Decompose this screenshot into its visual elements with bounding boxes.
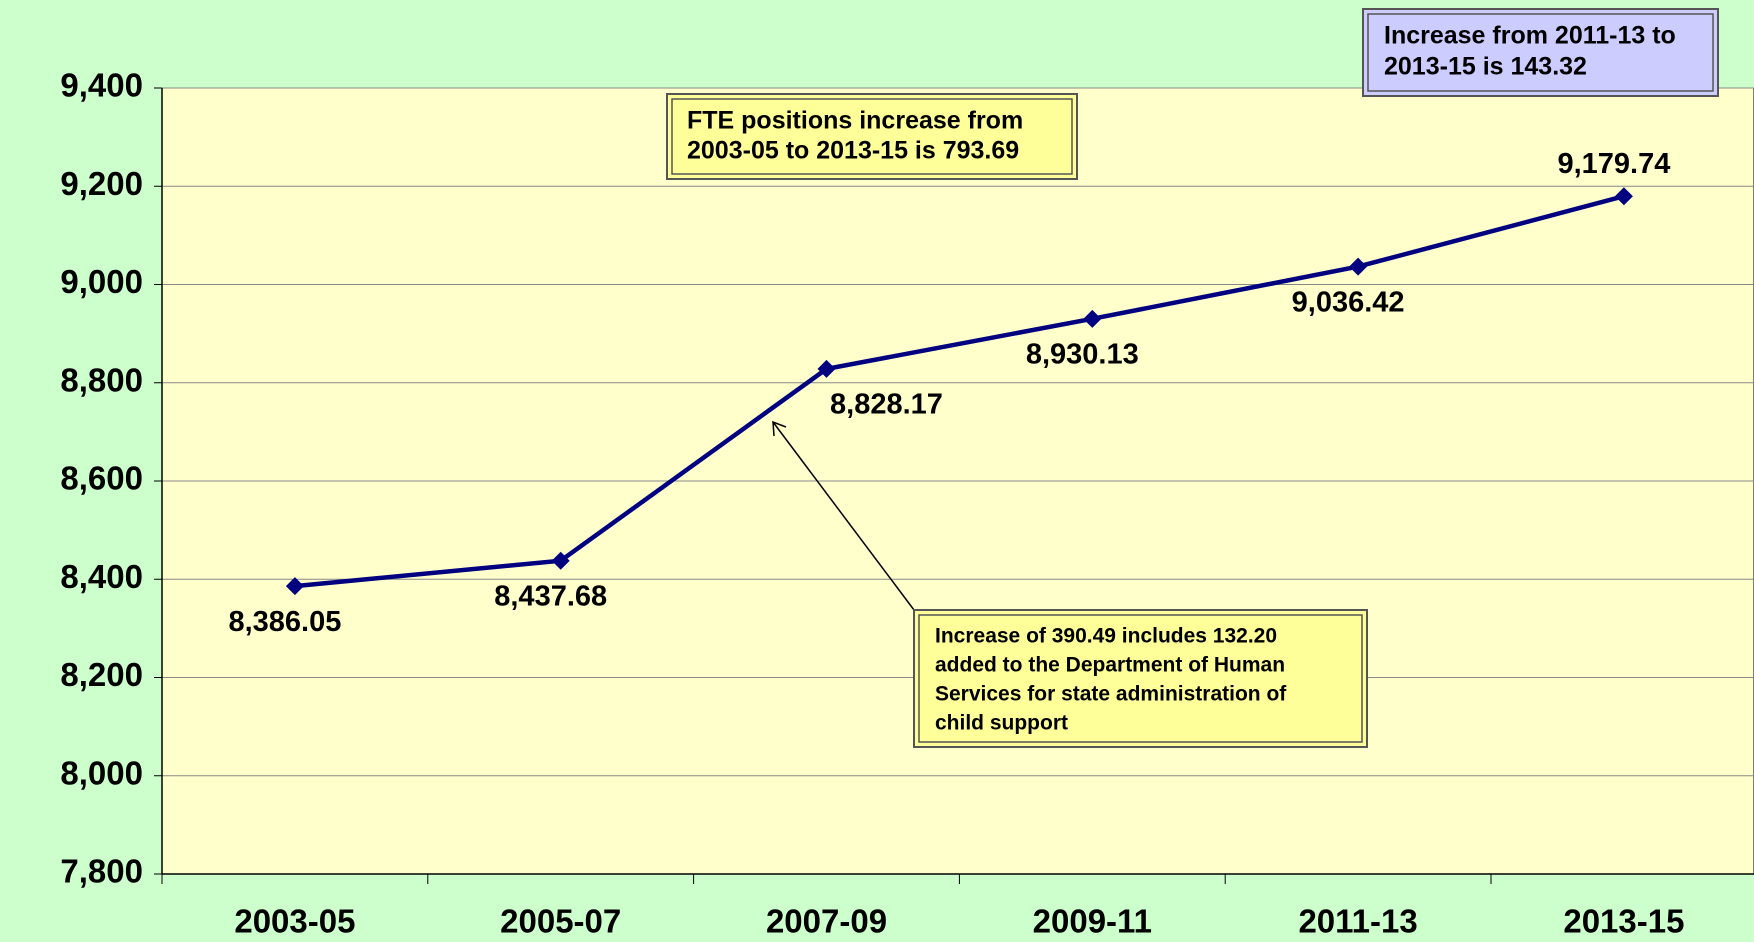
annotation-text: FTE positions increase from: [687, 107, 1023, 135]
arrow-line: [772, 421, 915, 611]
annotation-arrow: [772, 420, 915, 611]
box-inner: [1367, 13, 1714, 92]
grid: [154, 87, 1754, 884]
annotation-box: Increase of 390.49 includes 132.20 added…: [913, 609, 1368, 748]
y-tick-label: 8,000: [60, 754, 143, 791]
y-tick-label: 8,200: [60, 656, 143, 693]
box: [913, 609, 1368, 748]
x-tick-label: 2013-15: [1563, 903, 1684, 940]
annotation-text: added to the Department of Human: [935, 654, 1285, 677]
data-point: [817, 359, 836, 378]
data-point: [551, 551, 570, 570]
x-tick-label: 2007-09: [766, 903, 887, 940]
annotation-text: Increase from 2011-13 to: [1384, 22, 1676, 50]
arrow-head: [772, 420, 787, 437]
data-label: 8,828.17: [830, 389, 943, 421]
annotation-text: Increase of 390.49 includes 132.20: [935, 625, 1277, 648]
y-tick-label: 8,800: [60, 361, 143, 398]
x-tick-label: 2005-07: [500, 903, 621, 940]
y-tick-label: 9,200: [60, 165, 143, 202]
annotation-text: child support: [935, 712, 1068, 735]
y-tick-label: 8,600: [60, 460, 143, 497]
data-label: 8,930.13: [1026, 338, 1139, 370]
data-label: 8,386.05: [228, 606, 341, 638]
data-point: [1614, 187, 1633, 206]
y-tick-label: 7,800: [60, 853, 143, 890]
x-tick-label: 2009-11: [1033, 903, 1152, 940]
box: [666, 93, 1078, 180]
marks: [285, 187, 1633, 596]
x-tick-label: 2003-05: [234, 903, 355, 940]
x-tick-label: 2011-13: [1298, 903, 1417, 940]
series-line: [294, 194, 1625, 589]
data-point: [285, 577, 304, 596]
y-tick-label: 9,000: [60, 263, 143, 300]
y-tick-label: 8,400: [60, 558, 143, 595]
data-point: [1349, 257, 1368, 276]
y-tick-label: 9,400: [60, 67, 143, 104]
annotation-text: Services for state administration of: [935, 683, 1287, 706]
data-point: [1083, 309, 1102, 328]
annotation-box: Increase from 2011-13 to 2013-15 is 143.…: [1362, 8, 1719, 97]
box: [1362, 8, 1719, 97]
annotation-text: 2013-15 is 143.32: [1384, 53, 1587, 81]
data-label: 9,036.42: [1292, 286, 1405, 318]
data-label: 9,179.74: [1557, 148, 1670, 180]
box-inner: [918, 614, 1363, 743]
box-inner: [671, 98, 1073, 175]
data-label: 8,437.68: [494, 580, 607, 612]
annotation-box: FTE positions increase from 2003-05 to 2…: [666, 93, 1078, 180]
annotation-text: 2003-05 to 2013-15 is 793.69: [687, 137, 1019, 165]
